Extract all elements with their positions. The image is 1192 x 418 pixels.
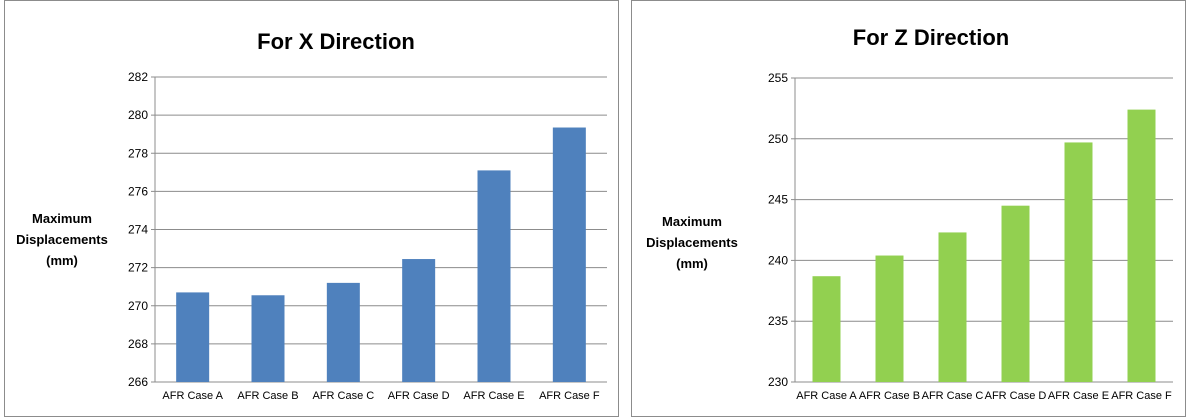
bar (1064, 142, 1093, 382)
chart-title: For Z Direction (853, 25, 1009, 50)
bar (875, 255, 904, 382)
bar (1127, 109, 1156, 382)
y-tick-label: 230 (768, 375, 788, 389)
bar (176, 292, 210, 382)
bar (326, 282, 360, 382)
chart-panel-x-direction: For X Direction Maximum Displacements (m… (4, 0, 619, 417)
bar (552, 127, 586, 382)
chart-z-direction: For Z Direction Maximum Displacements (m… (646, 25, 1173, 402)
y-axis-label-line-3: (mm) (676, 256, 708, 271)
y-tick-label: 270 (128, 299, 148, 313)
y-tick-label: 266 (128, 375, 148, 389)
bar (402, 259, 436, 382)
bar (938, 232, 967, 382)
chart-title: For X Direction (257, 29, 415, 54)
y-axis-label-line-1: Maximum (662, 214, 722, 229)
x-tick-label: AFR Case E (1048, 390, 1109, 402)
bar (251, 295, 285, 382)
x-tick-label: AFR Case D (985, 390, 1047, 402)
y-tick-label: 235 (768, 314, 788, 328)
y-tick-label: 240 (768, 253, 788, 267)
x-tick-label: AFR Case B (859, 390, 920, 402)
plot-area: 266 268 270 272 274 276 278 280 282 AFR Case A AFR… (128, 70, 607, 402)
bar (812, 276, 841, 382)
y-tick-label: 255 (768, 71, 788, 85)
y-tick-label: 272 (128, 261, 148, 275)
x-tick-label: AFR Case C (312, 390, 374, 402)
y-axis-label-line-2: Displacements (646, 235, 738, 250)
bar (1001, 205, 1030, 382)
y-tick-label: 274 (128, 223, 148, 237)
y-tick-label: 280 (128, 108, 148, 122)
x-tick-label: AFR Case A (162, 390, 223, 402)
y-tick-label: 268 (128, 337, 148, 351)
y-axis-label-line-3: (mm) (46, 253, 78, 268)
x-tick-label: AFR Case B (237, 390, 298, 402)
chart-panel-z-direction: For Z Direction Maximum Displacements (m… (631, 0, 1186, 417)
x-tick-label: AFR Case F (1111, 390, 1172, 402)
y-tick-label: 282 (128, 70, 148, 84)
x-tick-label: AFR Case A (796, 390, 857, 402)
chart-x-direction: For X Direction Maximum Displacements (m… (16, 29, 607, 402)
x-tick-label: AFR Case F (539, 390, 600, 402)
y-tick-label: 250 (768, 132, 788, 146)
y-axis-label-line-2: Displacements (16, 232, 108, 247)
y-tick-label: 276 (128, 184, 148, 198)
x-tick-label: AFR Case C (922, 390, 984, 402)
bar (477, 170, 511, 382)
x-tick-label: AFR Case D (388, 390, 450, 402)
y-tick-label: 245 (768, 193, 788, 207)
y-tick-label: 278 (128, 146, 148, 160)
y-axis-label-line-1: Maximum (32, 211, 92, 226)
x-tick-label: AFR Case E (463, 390, 524, 402)
